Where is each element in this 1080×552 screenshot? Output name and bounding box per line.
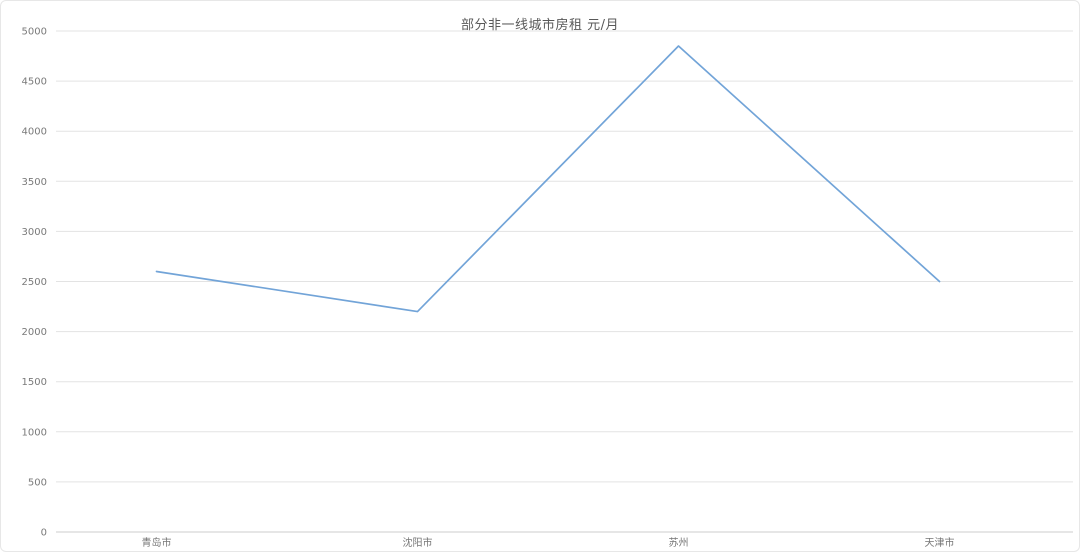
y-axis-label: 500: [28, 477, 47, 488]
y-axis-label: 4000: [22, 127, 47, 138]
y-axis-label: 1500: [22, 377, 47, 388]
y-axis-label: 1000: [22, 427, 47, 438]
x-axis-label: 青岛市: [142, 536, 172, 549]
y-axis-label: 3000: [22, 227, 47, 238]
chart-title: 部分非一线城市房租 元/月: [460, 18, 619, 33]
x-axis-label: 苏州: [669, 536, 689, 549]
y-axis-label: 3500: [22, 177, 47, 188]
x-axis-label: 天津市: [925, 536, 955, 549]
y-axis-label: 4500: [22, 77, 47, 88]
y-axis-label: 0: [41, 528, 47, 539]
x-axis-label: 沈阳市: [403, 536, 433, 549]
y-axis-label: 2500: [22, 277, 47, 288]
data-line-series: [155, 45, 941, 313]
y-axis-label: 2000: [22, 327, 47, 338]
y-axis-label: 5000: [22, 27, 47, 38]
